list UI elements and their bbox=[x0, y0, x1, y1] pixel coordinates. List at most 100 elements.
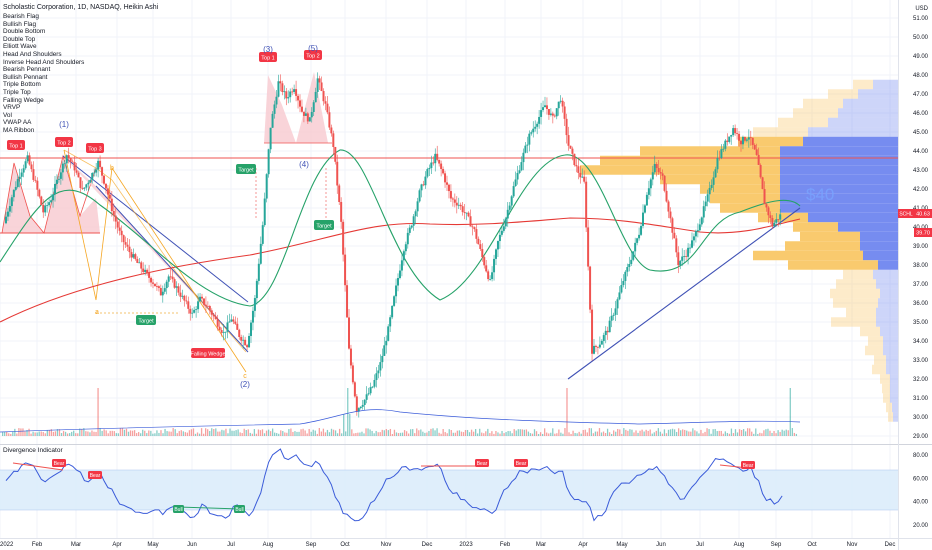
candle-body bbox=[544, 105, 546, 108]
indicator-item[interactable]: Triple Bottom bbox=[3, 81, 41, 89]
candle-body bbox=[610, 315, 613, 321]
div-bull-1 bbox=[177, 506, 241, 510]
volume-bar bbox=[730, 428, 733, 436]
indicator-item[interactable]: VWAP AA bbox=[3, 119, 32, 127]
volume-bar bbox=[651, 433, 653, 436]
indicator-item[interactable]: Inverse Head And Shoulders bbox=[3, 58, 85, 66]
volume-bar bbox=[744, 431, 747, 436]
candle-body bbox=[277, 81, 280, 97]
volume-bar bbox=[586, 432, 588, 436]
indicator-item[interactable]: Vol bbox=[3, 111, 12, 119]
volume-bar bbox=[213, 429, 215, 436]
time-tick: Oct bbox=[807, 542, 817, 548]
ma-green bbox=[0, 149, 801, 307]
volume-bar bbox=[527, 431, 530, 436]
indicator-item[interactable]: Bearish Pennant bbox=[3, 66, 51, 74]
candle-body bbox=[665, 190, 668, 202]
volume-bar bbox=[787, 430, 789, 436]
volume-bar bbox=[223, 430, 225, 436]
label-top-1b: Top 1 bbox=[259, 52, 277, 62]
volume-bar bbox=[503, 433, 505, 436]
time-tick: Sep bbox=[306, 542, 317, 548]
volume-bar bbox=[623, 428, 625, 436]
vrvp-up-row bbox=[710, 193, 780, 204]
indicator-item[interactable]: MA Ribbon bbox=[3, 126, 35, 134]
candle-body bbox=[604, 330, 607, 336]
price-tick: 42.00 bbox=[913, 187, 929, 193]
candle-body bbox=[304, 113, 307, 116]
volume-bar bbox=[40, 431, 42, 436]
volume-bar bbox=[367, 428, 369, 436]
time-tick: Dec bbox=[422, 542, 433, 548]
candle-body bbox=[220, 330, 223, 333]
vrvp-down-row bbox=[838, 108, 898, 118]
candle-body bbox=[59, 172, 62, 179]
time-tick: Sep bbox=[771, 542, 782, 548]
wedge-fill bbox=[63, 156, 248, 352]
volume-bar bbox=[444, 432, 446, 436]
volume-bar bbox=[468, 432, 471, 436]
candle-body bbox=[332, 133, 335, 147]
volume-bar bbox=[639, 430, 641, 436]
candle-body bbox=[342, 221, 345, 255]
volume-bar bbox=[274, 432, 276, 436]
volume-bar bbox=[531, 433, 534, 436]
candle-body bbox=[753, 144, 756, 150]
volume-bar bbox=[521, 429, 523, 436]
volume-bar bbox=[211, 428, 213, 436]
volume-bar bbox=[641, 429, 643, 436]
candle-body bbox=[759, 164, 762, 178]
indicator-item[interactable]: Triple Top bbox=[3, 88, 31, 96]
volume-bar bbox=[2, 431, 4, 436]
vrvp-down-row bbox=[878, 260, 898, 270]
label-top-2b: Top 2 bbox=[304, 50, 322, 60]
volume-bar bbox=[533, 429, 536, 436]
candle-body bbox=[677, 252, 680, 266]
indicator-item[interactable]: Elliott Wave bbox=[3, 43, 37, 51]
volume-bar bbox=[81, 429, 83, 436]
candle-body bbox=[373, 379, 376, 387]
volume-bar bbox=[182, 431, 184, 436]
volume-bar bbox=[36, 432, 38, 436]
indicator-item[interactable]: Double Bottom bbox=[3, 28, 46, 36]
vrvp-up-row bbox=[883, 393, 890, 403]
candle-body bbox=[371, 386, 374, 388]
volume-bars bbox=[2, 388, 798, 436]
indicator-item[interactable]: Head And Shoulders bbox=[3, 50, 62, 58]
indicator-item[interactable]: VRVP bbox=[3, 104, 21, 112]
volume-bar bbox=[751, 431, 753, 436]
candle-body bbox=[316, 78, 319, 92]
volume-bar bbox=[422, 431, 424, 436]
indicator-item[interactable]: Bullish Pennant bbox=[3, 73, 48, 81]
indicator-item[interactable]: Bullish Flag bbox=[3, 20, 37, 28]
volume-bar bbox=[87, 431, 89, 436]
indicator-item[interactable]: Bearish Flag bbox=[3, 13, 39, 20]
vrvp-up-row bbox=[860, 326, 880, 337]
candle-body bbox=[555, 108, 558, 117]
candle-body bbox=[591, 309, 594, 354]
volume-bar bbox=[408, 433, 410, 436]
volume-bar bbox=[269, 431, 272, 436]
volume-bar bbox=[60, 433, 63, 436]
candle-body bbox=[620, 285, 623, 293]
volume-bar bbox=[133, 430, 136, 436]
candle-body bbox=[614, 308, 617, 315]
candle-body bbox=[589, 266, 592, 310]
volume-bar bbox=[493, 433, 495, 436]
candle-body bbox=[179, 292, 182, 297]
candle-body bbox=[114, 215, 117, 222]
indicator-item[interactable]: Falling Wedge bbox=[3, 96, 44, 104]
candle-body bbox=[150, 277, 153, 283]
candle-body bbox=[65, 155, 68, 164]
candle-body bbox=[708, 188, 711, 195]
indicator-item[interactable]: Double Top bbox=[3, 35, 36, 43]
grid-lines bbox=[0, 0, 898, 538]
volume-bar bbox=[237, 429, 239, 436]
candle-body bbox=[77, 172, 80, 178]
volume-bar bbox=[673, 429, 676, 436]
volume-bar bbox=[416, 428, 418, 436]
volume-bar bbox=[32, 431, 34, 436]
candle-body bbox=[159, 287, 162, 296]
volume-bar bbox=[562, 433, 564, 436]
